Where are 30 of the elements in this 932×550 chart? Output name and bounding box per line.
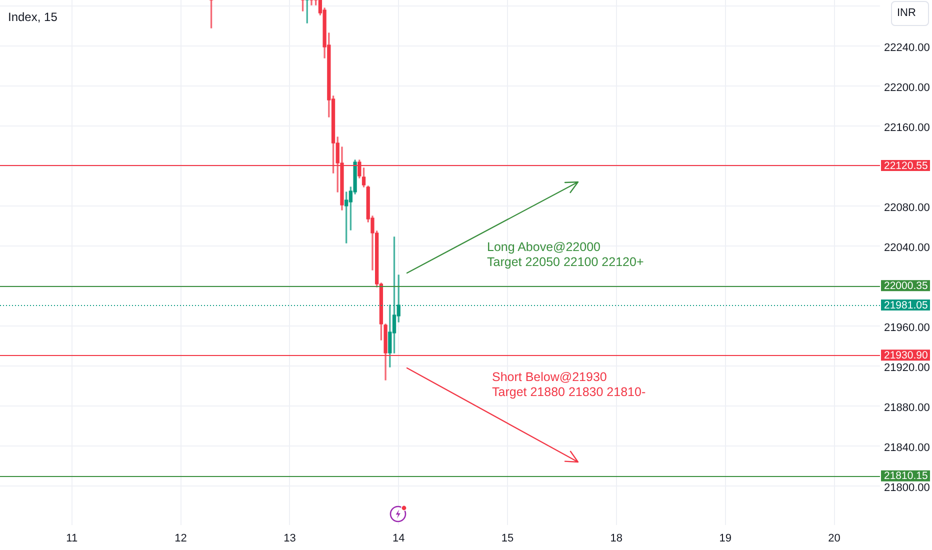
- x-tick-label: 20: [828, 532, 840, 545]
- text: Index, 15: [8, 10, 58, 24]
- y-tick-label: 21840.00: [884, 442, 930, 454]
- ref-line-label: 21810.15: [884, 470, 928, 482]
- x-tick-label: 18: [610, 532, 623, 545]
- x-tick-label: 15: [501, 532, 514, 545]
- x-tick-label: 12: [174, 532, 187, 545]
- y-tick-label: 21880.00: [884, 402, 930, 414]
- y-tick-label: 22200.00: [884, 82, 930, 94]
- x-tick-label: 19: [719, 532, 732, 545]
- y-tick-label: 22240.00: [884, 42, 930, 54]
- y-tick-label: 22080.00: [884, 202, 930, 214]
- candlestick: [310, 0, 314, 6]
- ref-line-label: 21930.90: [884, 349, 928, 362]
- ref-line-label: 22000.35: [884, 280, 928, 292]
- x-tick-label: 13: [284, 532, 296, 545]
- annotation: Short Below@21930: [492, 370, 607, 384]
- y-tick-label: 21960.00: [884, 322, 930, 334]
- annotation: Long Above@22000: [487, 240, 600, 254]
- y-tick-label: 21800.00: [884, 482, 930, 494]
- y-tick-label: 22040.00: [884, 242, 930, 254]
- y-axis-title: INR: [891, 1, 929, 26]
- annotation: Target 22050 22100 22120+: [487, 255, 644, 269]
- ref-line-label: 21981.05: [884, 299, 928, 312]
- x-tick-label: 11: [66, 532, 78, 545]
- y-tick-label: 21920.00: [884, 362, 930, 374]
- ref-line-label: 22120.55: [884, 160, 928, 172]
- annotation: Target 21880 21830 21810-: [492, 385, 646, 399]
- y-tick-label: 22160.00: [884, 122, 930, 134]
- x-tick-label: 14: [392, 532, 405, 545]
